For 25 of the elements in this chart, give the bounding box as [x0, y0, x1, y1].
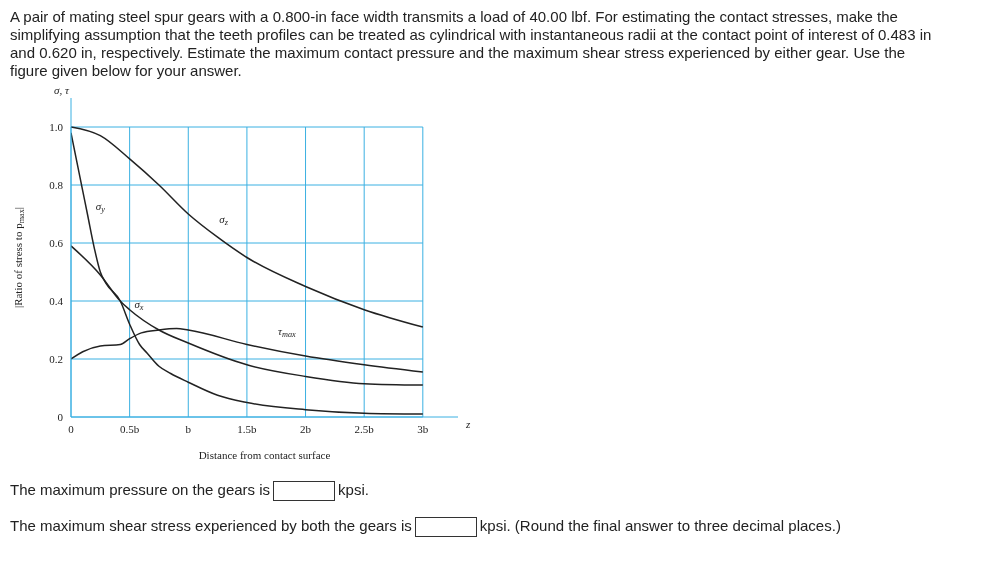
x-tick-label: 1.5b — [237, 422, 258, 435]
text: z — [466, 418, 471, 430]
y-tick-label: 0.4 — [49, 294, 64, 307]
text: The maximum shear stress experienced by both the gears is — [10, 517, 412, 535]
x-axis-title: Distance from contact surface — [198, 449, 331, 461]
series-label: σ$_{x}$ — [134, 298, 144, 312]
series-label: τ$_{max}$ — [278, 324, 297, 339]
text: kpsi. — [338, 481, 369, 498]
text: σ, τ — [54, 84, 69, 96]
x-tick-label: 0.5b — [120, 422, 140, 435]
series-label: σ$_{y}$ — [95, 200, 106, 214]
y-tick-label: 1.0 — [49, 120, 64, 133]
x-tick-label: 3b — [417, 422, 429, 435]
x-tick-label: 2.5b — [354, 422, 375, 435]
y-tick-label: 0.8 — [49, 178, 64, 191]
y-tick-label: 0.2 — [49, 352, 63, 365]
text: kpsi. (Round the final answer to three decimal places.) — [479, 517, 841, 535]
series-label: σ$_{z}$ — [219, 213, 229, 228]
text: The maximum pressure on the gears is — [10, 481, 271, 498]
x-tick-label: 0 — [68, 422, 75, 435]
y-tick-label: 0 — [57, 410, 64, 423]
x-tick-label: 2b — [300, 422, 312, 435]
chart-title: A pair of mating steel spur gears with a 0.800-in face width transmits a load of 40.00 lbf. For estimating the contact stresses, make the simplifying assumption that the teeth profiles can be treated as cylindrical with instantaneous radii at the contact point of interest of 0.483 in and 0.620 in, respectively. Estimate the maximum contact pressure and the maximum shear stress experienced by either gear. Use the figure given below for your answer. — [10, 8, 933, 80]
y-tick-label: 0.6 — [49, 236, 64, 249]
x-tick-label: b — [185, 422, 192, 435]
